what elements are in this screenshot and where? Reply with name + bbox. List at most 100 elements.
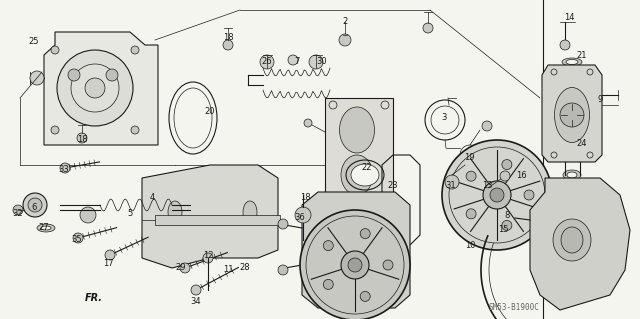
Circle shape [223,40,233,50]
Circle shape [323,241,333,251]
Ellipse shape [243,201,257,223]
Ellipse shape [567,172,577,178]
Circle shape [85,78,105,98]
Circle shape [71,64,119,112]
Text: 28: 28 [240,263,250,272]
Text: 20: 20 [205,108,215,116]
Text: 18: 18 [300,194,310,203]
Text: 14: 14 [564,13,574,23]
Circle shape [431,106,459,134]
Text: 24: 24 [577,138,588,147]
Circle shape [260,55,274,69]
Text: 21: 21 [577,50,588,60]
Circle shape [77,133,87,143]
Circle shape [560,40,570,50]
Circle shape [442,140,552,250]
Text: 10: 10 [465,241,476,249]
Text: 2: 2 [342,18,348,26]
Text: 18: 18 [77,136,87,145]
Circle shape [106,69,118,81]
Text: SM53-B1900C: SM53-B1900C [488,303,539,313]
Circle shape [560,103,584,127]
Ellipse shape [554,87,589,143]
Text: 34: 34 [191,298,202,307]
Circle shape [348,258,362,272]
Circle shape [524,190,534,200]
Text: 22: 22 [362,164,372,173]
Ellipse shape [174,88,212,148]
Text: 33: 33 [59,166,69,174]
Circle shape [464,149,476,161]
Bar [155,215,280,225]
Circle shape [278,265,288,275]
Circle shape [80,207,96,223]
Text: 36: 36 [294,213,305,222]
Circle shape [309,55,323,69]
Circle shape [105,250,115,260]
Polygon shape [530,178,630,310]
Circle shape [288,55,298,65]
Circle shape [131,46,139,54]
Text: 11: 11 [223,265,233,275]
Text: 15: 15 [498,226,508,234]
Ellipse shape [562,58,582,66]
Text: 35: 35 [72,235,83,244]
Text: 6: 6 [31,204,36,212]
Text: 18: 18 [223,33,234,42]
Text: 3: 3 [442,114,447,122]
Circle shape [500,171,510,181]
Text: 12: 12 [203,250,213,259]
Ellipse shape [339,107,374,153]
Text: 29: 29 [176,263,186,272]
Text: 8: 8 [504,211,509,219]
Polygon shape [142,165,278,268]
Circle shape [68,69,80,81]
Ellipse shape [341,155,373,195]
Circle shape [341,251,369,279]
Circle shape [23,193,47,217]
FancyArrow shape [42,294,74,312]
Circle shape [466,209,476,219]
Circle shape [466,171,476,181]
Circle shape [502,160,512,170]
Ellipse shape [41,226,51,230]
Circle shape [445,175,459,189]
Circle shape [360,229,370,239]
Circle shape [60,163,70,173]
Polygon shape [302,192,410,308]
Circle shape [203,253,213,263]
Circle shape [339,34,351,46]
Circle shape [73,233,83,243]
Text: 4: 4 [149,192,155,202]
Ellipse shape [37,224,55,232]
Circle shape [323,279,333,289]
Circle shape [30,71,44,85]
Text: 25: 25 [29,38,39,47]
Circle shape [13,205,23,215]
Circle shape [482,121,492,131]
Circle shape [300,210,410,319]
Text: FR.: FR. [85,293,103,303]
Ellipse shape [553,219,591,261]
Bar [325,98,393,228]
Circle shape [51,46,59,54]
Text: 30: 30 [317,57,327,66]
Circle shape [304,119,312,127]
Text: 26: 26 [262,57,272,66]
Circle shape [502,220,512,230]
Circle shape [360,291,370,301]
Circle shape [423,23,433,33]
Circle shape [295,207,311,223]
Circle shape [483,181,511,209]
Text: 13: 13 [482,181,492,189]
Ellipse shape [351,164,379,186]
Ellipse shape [563,170,581,180]
Circle shape [191,285,201,295]
Text: 27: 27 [38,224,49,233]
Circle shape [278,219,288,229]
Circle shape [51,126,59,134]
Text: 7: 7 [294,57,300,66]
Ellipse shape [351,199,379,221]
Text: 32: 32 [13,209,23,218]
Ellipse shape [566,60,578,64]
